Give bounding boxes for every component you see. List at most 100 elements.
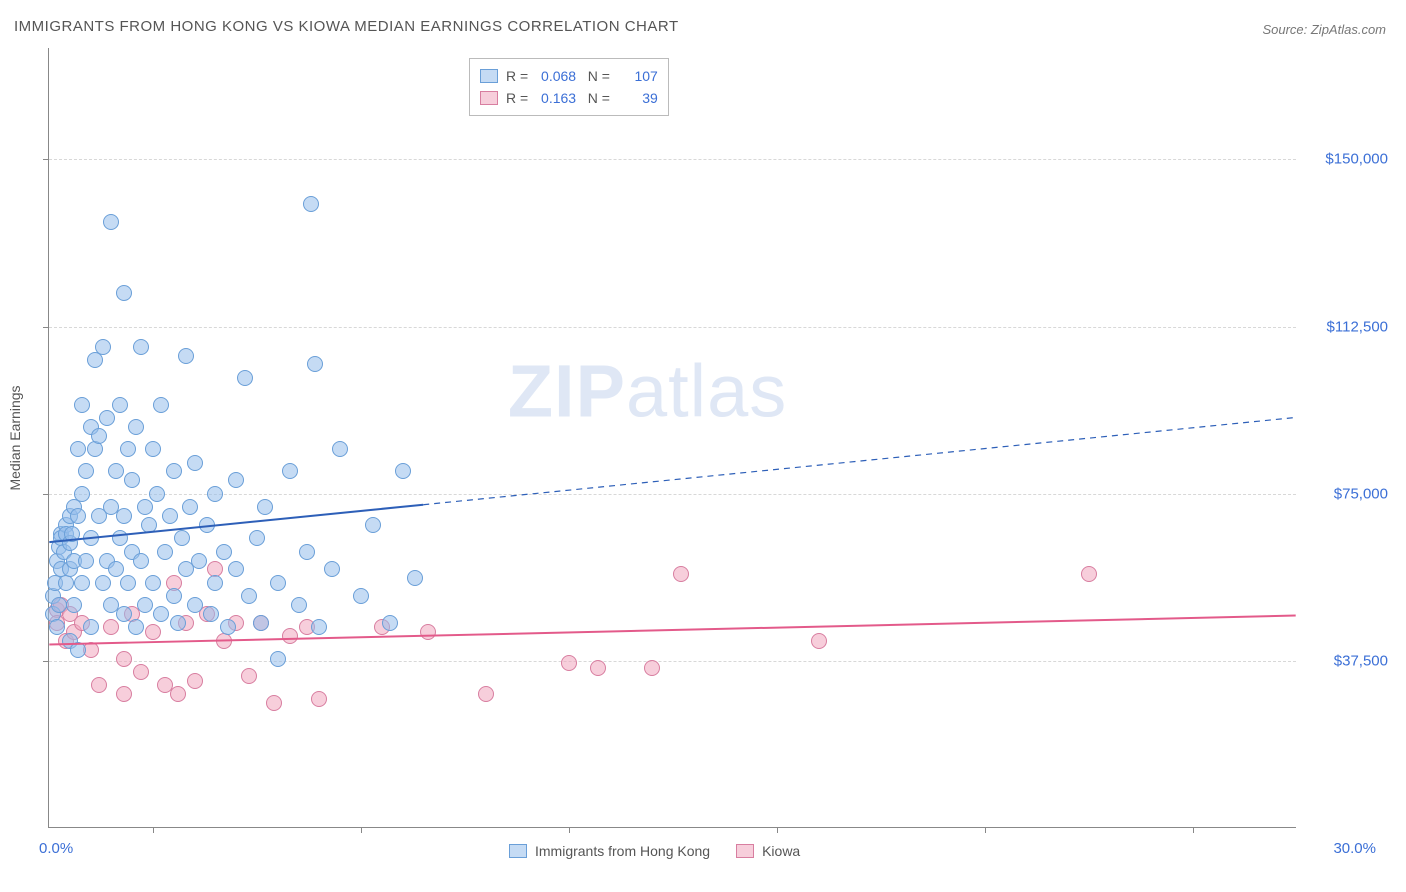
x-axis-min-label: 0.0% [39,840,73,857]
gridline [49,661,1296,662]
data-point-kiowa [91,677,107,693]
data-point-hk [166,463,182,479]
data-point-hk [153,397,169,413]
data-point-hk [249,530,265,546]
y-tick-label: $150,000 [1304,151,1388,168]
x-tick [153,827,154,833]
data-point-hk [91,428,107,444]
data-point-hk [270,575,286,591]
data-point-hk [303,196,319,212]
y-axis-title: Median Earnings [7,385,23,490]
data-point-hk [291,597,307,613]
x-tick [569,827,570,833]
data-point-hk [149,486,165,502]
legend-swatch-kiowa [480,91,498,105]
gridline [49,494,1296,495]
data-point-hk [299,544,315,560]
data-point-hk [141,517,157,533]
data-point-hk [241,588,257,604]
legend-item-hk: Immigrants from Hong Kong [509,843,710,859]
trend-lines [49,48,1296,827]
data-point-kiowa [590,660,606,676]
data-point-hk [124,472,140,488]
data-point-hk [257,499,273,515]
data-point-hk [324,561,340,577]
data-point-hk [178,348,194,364]
data-point-hk [207,486,223,502]
data-point-hk [216,544,232,560]
data-point-hk [191,553,207,569]
data-point-hk [353,588,369,604]
watermark: ZIPatlas [508,348,787,433]
legend-label-hk: Immigrants from Hong Kong [535,843,710,859]
data-point-kiowa [103,619,119,635]
data-point-hk [74,397,90,413]
data-point-kiowa [241,668,257,684]
data-point-hk [103,214,119,230]
data-point-hk [270,651,286,667]
data-point-hk [78,553,94,569]
chart-title: IMMIGRANTS FROM HONG KONG VS KIOWA MEDIA… [14,18,679,35]
legend-stats-text-kiowa: R = 0.163 N = 39 [506,90,658,106]
data-point-hk [199,517,215,533]
data-point-hk [157,544,173,560]
legend-label-kiowa: Kiowa [762,843,800,859]
data-point-hk [282,463,298,479]
data-point-hk [64,526,80,542]
data-point-hk [112,397,128,413]
source-attribution: Source: ZipAtlas.com [1262,22,1386,37]
data-point-hk [153,606,169,622]
data-point-hk [120,575,136,591]
gridline [49,327,1296,328]
data-point-hk [95,339,111,355]
data-point-hk [95,575,111,591]
data-point-hk [145,441,161,457]
x-tick [777,827,778,833]
legend-stats-row-hk: R = 0.068 N = 107 [480,65,658,87]
data-point-kiowa [266,695,282,711]
data-point-kiowa [1081,566,1097,582]
data-point-hk [332,441,348,457]
x-tick [361,827,362,833]
data-point-kiowa [187,673,203,689]
data-point-hk [70,441,86,457]
legend-stats-text-hk: R = 0.068 N = 107 [506,68,658,84]
data-point-hk [78,463,94,479]
data-point-hk [187,597,203,613]
data-point-kiowa [561,655,577,671]
data-point-kiowa [145,624,161,640]
data-point-hk [137,499,153,515]
data-point-hk [382,615,398,631]
data-point-hk [174,530,190,546]
gridline [49,159,1296,160]
data-point-hk [207,575,223,591]
data-point-kiowa [311,691,327,707]
x-tick [985,827,986,833]
data-point-hk [137,597,153,613]
data-point-hk [228,561,244,577]
legend-swatch-hk [480,69,498,83]
data-point-hk [120,441,136,457]
data-point-kiowa [420,624,436,640]
x-axis-max-label: 30.0% [1333,840,1376,857]
data-point-kiowa [116,651,132,667]
data-point-hk [253,615,269,631]
data-point-kiowa [133,664,149,680]
data-point-hk [116,606,132,622]
data-point-kiowa [282,628,298,644]
data-point-kiowa [811,633,827,649]
data-point-hk [220,619,236,635]
data-point-hk [66,597,82,613]
data-point-hk [74,486,90,502]
data-point-hk [112,530,128,546]
data-point-hk [99,410,115,426]
data-point-hk [128,619,144,635]
x-tick [1193,827,1194,833]
data-point-kiowa [644,660,660,676]
data-point-hk [203,606,219,622]
data-point-kiowa [116,686,132,702]
legend-bottom: Immigrants from Hong Kong Kiowa [509,843,800,859]
data-point-hk [162,508,178,524]
data-point-hk [311,619,327,635]
data-point-kiowa [478,686,494,702]
